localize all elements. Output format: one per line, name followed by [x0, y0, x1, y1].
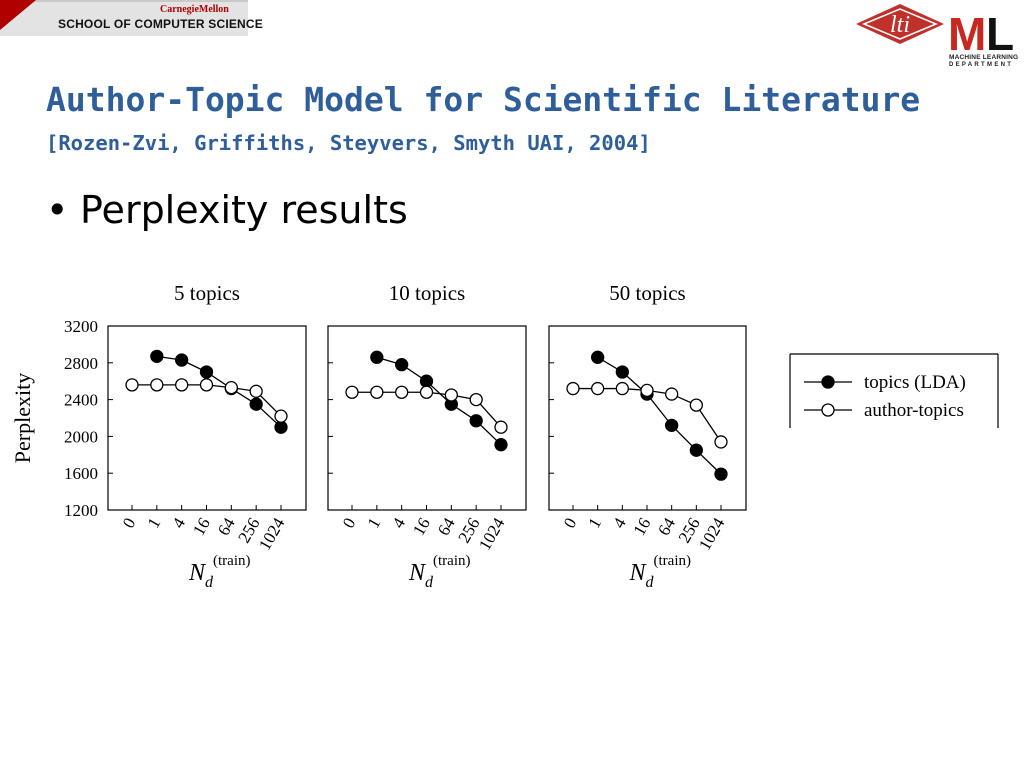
- data-point-author-topics: [714, 435, 728, 449]
- x-axis-label: Nd(train): [188, 553, 251, 591]
- data-point-lda: [689, 443, 703, 457]
- data-point-author-topics: [199, 378, 214, 392]
- chart-legend: topics (LDA) author-topics: [789, 353, 999, 428]
- legend-marker: [821, 375, 835, 389]
- series-line-lda: [597, 356, 722, 475]
- lti-logo: lti: [856, 4, 944, 44]
- x-axis-label: Nd(train): [408, 553, 471, 591]
- data-point-lda: [249, 397, 263, 411]
- x-tick-label: 1024: [475, 514, 509, 553]
- svg-text:L: L: [986, 8, 1014, 60]
- data-point-author-topics: [224, 380, 238, 395]
- x-tick-label: 1024: [255, 514, 289, 553]
- y-tick-label: 2000: [64, 427, 98, 446]
- plot-frame: [548, 325, 747, 511]
- svg-text:lti: lti: [890, 12, 910, 38]
- department-logos: lti M L: [856, 4, 1014, 60]
- data-point-author-topics: [615, 381, 629, 396]
- x-tick-label: 1024: [695, 514, 729, 553]
- y-axis-label: Perplexity: [10, 373, 35, 463]
- data-point-author-topics: [150, 378, 164, 392]
- x-tick-label: 4: [168, 514, 189, 531]
- plot-frame: [327, 325, 527, 511]
- ml-subtitle-line2: DEPARTMENT: [949, 62, 1014, 68]
- x-tick-label: 16: [409, 515, 434, 539]
- ml-subtitle-line1: MACHINE LEARNING: [949, 54, 1019, 61]
- x-tick-label: 1: [364, 515, 385, 532]
- data-point-author-topics: [566, 381, 580, 396]
- data-point-author-topics: [370, 385, 384, 399]
- data-point-author-topics: [444, 388, 458, 402]
- data-point-author-topics: [125, 378, 139, 392]
- data-point-author-topics: [494, 420, 508, 434]
- x-tick-label: 1: [584, 515, 605, 532]
- x-tick-label: 0: [119, 515, 140, 532]
- data-point-author-topics: [274, 409, 288, 423]
- x-tick-label: 16: [630, 515, 655, 539]
- data-point-lda: [615, 365, 629, 379]
- data-point-lda: [714, 467, 728, 481]
- data-point-author-topics: [175, 378, 189, 392]
- data-point-author-topics: [689, 398, 703, 412]
- data-point-author-topics: [395, 385, 409, 399]
- bullet-item: • Perplexity results: [46, 188, 408, 232]
- bullet-dot: •: [46, 188, 69, 232]
- data-point-author-topics: [640, 383, 654, 398]
- panel-title: 50 topics: [609, 281, 685, 305]
- slide-citation: [Rozen-Zvi, Griffiths, Steyvers, Smyth U…: [46, 131, 651, 155]
- legend-label: author-topics: [864, 400, 964, 421]
- y-tick-label: 3200: [64, 317, 98, 336]
- cmu-red-corner-shape: [0, 0, 36, 30]
- data-point-author-topics: [345, 385, 359, 399]
- data-point-lda: [591, 350, 605, 364]
- x-tick-label: 4: [609, 514, 630, 531]
- bullet-text: Perplexity results: [80, 188, 408, 232]
- y-tick-label: 2400: [64, 391, 98, 410]
- carnegie-mellon-wordmark: CarnegieMellon: [160, 4, 229, 15]
- panel-title: 10 topics: [389, 281, 465, 305]
- data-point-lda: [274, 420, 288, 434]
- y-tick-label: 1600: [64, 464, 98, 483]
- x-tick-label: 0: [560, 515, 581, 532]
- x-tick-label: 16: [189, 515, 214, 539]
- data-point-lda: [395, 357, 409, 372]
- panel-title: 5 topics: [174, 281, 240, 305]
- data-point-author-topics: [469, 392, 483, 407]
- x-axis-label: Nd(train): [629, 553, 692, 591]
- data-point-lda: [370, 350, 384, 364]
- school-name: SCHOOL OF COMPUTER SCIENCE: [58, 17, 263, 31]
- data-point-lda: [150, 349, 164, 364]
- legend-label: topics (LDA): [864, 372, 966, 393]
- data-point-lda: [199, 365, 214, 379]
- cmu-scs-header: [0, 0, 248, 36]
- data-point-author-topics: [665, 387, 679, 401]
- data-point-author-topics: [419, 385, 434, 399]
- ml-logo: M L: [948, 8, 1014, 60]
- y-tick-label: 2800: [64, 354, 98, 373]
- x-tick-label: 0: [339, 515, 360, 532]
- svg-text:M: M: [948, 8, 984, 60]
- x-tick-label: 4: [388, 514, 409, 531]
- data-point-lda: [494, 438, 508, 452]
- data-point-author-topics: [591, 381, 605, 396]
- data-point-lda: [175, 353, 189, 367]
- legend-marker: [821, 403, 835, 417]
- slide-title: Author-Topic Model for Scientific Litera…: [46, 80, 921, 119]
- data-point-lda: [665, 418, 679, 433]
- data-point-lda: [469, 414, 483, 428]
- data-point-lda: [419, 374, 434, 388]
- y-tick-label: 1200: [64, 501, 98, 520]
- data-point-author-topics: [249, 384, 263, 398]
- x-tick-label: 1: [144, 515, 165, 532]
